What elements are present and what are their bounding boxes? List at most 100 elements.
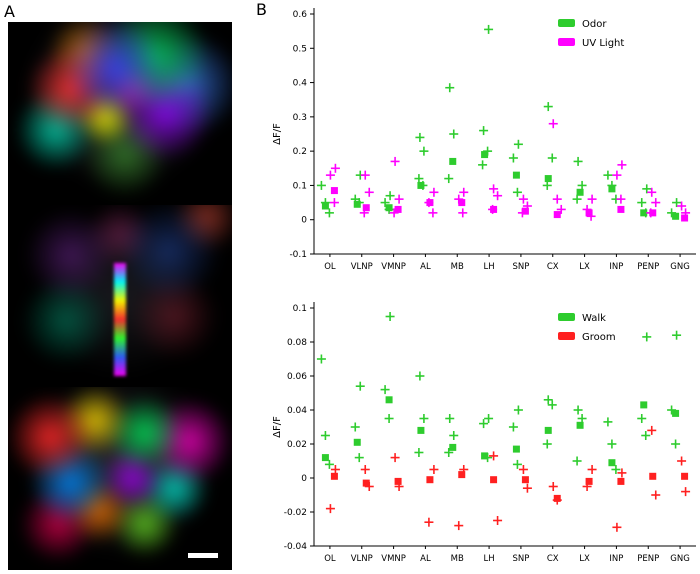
median-square-marker (321, 454, 329, 462)
median-square-marker (585, 477, 593, 485)
median-square-marker (640, 209, 648, 217)
legend-swatch (558, 332, 575, 340)
median-square-marker (521, 476, 529, 484)
median-square-marker (353, 438, 361, 446)
y-tick-label: 0.04 (287, 406, 307, 416)
central-fluorescence-streak (114, 263, 126, 377)
median-square-marker (576, 188, 584, 196)
median-square-marker (512, 171, 520, 179)
x-tick-label: OL (324, 262, 336, 272)
x-tick-label: GNG (670, 262, 690, 272)
x-tick-label: LX (579, 554, 590, 564)
microscopy-image-middle (8, 204, 232, 388)
y-tick-label: -0.04 (284, 542, 308, 552)
x-tick-label: VLNP (351, 262, 373, 272)
x-tick-label: CX (547, 554, 559, 564)
x-tick-label: AL (420, 262, 431, 272)
x-tick-label: VLNP (351, 554, 373, 564)
walk-groom-scatter-chart: 0.1 0.08 0.06 0.04 0.02 0 -0.02 -0.04 ΔF/F OL VLNP… (272, 302, 696, 564)
legend-swatch (558, 313, 575, 321)
microscopy-image-top (8, 22, 232, 205)
median-square-marker (362, 204, 370, 212)
y-tick-label: 0.1 (293, 181, 307, 191)
median-square-marker (458, 471, 466, 479)
median-square-marker (449, 443, 457, 451)
x-tick-label: INP (609, 554, 623, 564)
y-tick-label: 0 (301, 216, 307, 226)
x-tick-label: MB (451, 554, 464, 564)
median-square-marker (617, 205, 625, 213)
y-tick-label: 0.1 (293, 304, 307, 314)
median-square-marker (681, 472, 689, 480)
median-square-marker (544, 426, 552, 434)
median-square-marker (385, 396, 393, 404)
median-square-marker (449, 157, 457, 165)
panel-b-label: B (256, 0, 267, 19)
median-square-marker (672, 409, 680, 417)
median-square-marker (544, 175, 552, 183)
x-tick-label: CX (547, 262, 559, 272)
median-square-marker (362, 479, 370, 487)
y-tick-label: 0.6 (293, 10, 308, 20)
median-square-marker (585, 209, 593, 217)
median-square-marker (394, 205, 402, 213)
scale-bar (188, 553, 218, 559)
median-square-marker (481, 151, 489, 159)
median-square-marker (617, 477, 625, 485)
y-tick-label: -0.1 (289, 250, 307, 260)
median-square-marker (458, 199, 466, 207)
microscopy-image-bottom (8, 387, 232, 571)
median-square-marker (394, 477, 402, 485)
median-square-marker (649, 209, 657, 217)
y-tick-label: 0.08 (287, 338, 307, 348)
median-square-marker (426, 476, 434, 484)
y-tick-label: 0.4 (293, 79, 308, 89)
x-tick-label: VMNP (381, 262, 406, 272)
panel-a-label: A (4, 2, 15, 21)
median-square-marker (385, 204, 393, 212)
x-tick-label: SNP (512, 262, 529, 272)
median-square-marker (521, 207, 529, 215)
median-square-marker (608, 459, 616, 467)
x-tick-label: LH (484, 262, 495, 272)
median-square-marker (330, 187, 338, 195)
y-axis-label: ΔF/F (272, 416, 283, 438)
y-tick-label: 0 (301, 474, 307, 484)
y-axis-label: ΔF/F (272, 123, 283, 145)
median-square-marker (481, 452, 489, 460)
charts-panel: 0.6 0.5 0.4 0.3 0.2 0.1 0 -0.1 ΔF/F OL VLNP VMNP AL M… (262, 0, 700, 574)
median-square-marker (490, 476, 498, 484)
median-square-marker (417, 426, 425, 434)
median-square-marker (608, 185, 616, 193)
x-tick-label: SNP (512, 554, 529, 564)
median-square-marker (330, 472, 338, 480)
median-square-marker (512, 445, 520, 453)
median-square-marker (649, 472, 657, 480)
x-tick-label: LH (484, 554, 495, 564)
x-tick-label: LX (579, 262, 590, 272)
x-tick-label: INP (609, 262, 623, 272)
median-square-marker (417, 181, 425, 189)
legend-swatch (558, 38, 575, 46)
legend-label: Walk (582, 313, 606, 324)
median-square-marker (576, 421, 584, 429)
median-square-marker (672, 212, 680, 220)
y-tick-label: 0.3 (293, 113, 307, 123)
legend-swatch (558, 19, 575, 27)
x-tick-label: GNG (670, 554, 690, 564)
fluorescence-blobs (8, 387, 232, 571)
legend-label: Odor (582, 19, 607, 30)
y-tick-label: 0.02 (287, 440, 307, 450)
x-tick-label: PENP (637, 554, 659, 564)
median-square-marker (321, 202, 329, 210)
legend-label: UV Light (582, 38, 624, 49)
median-square-marker (426, 199, 434, 207)
x-tick-label: OL (324, 554, 336, 564)
median-square-marker (353, 200, 361, 208)
legend-label: Groom (582, 332, 616, 343)
y-tick-label: 0.5 (293, 44, 307, 54)
y-tick-label: 0.06 (287, 372, 307, 382)
median-square-marker (490, 205, 498, 213)
median-square-marker (681, 214, 689, 222)
